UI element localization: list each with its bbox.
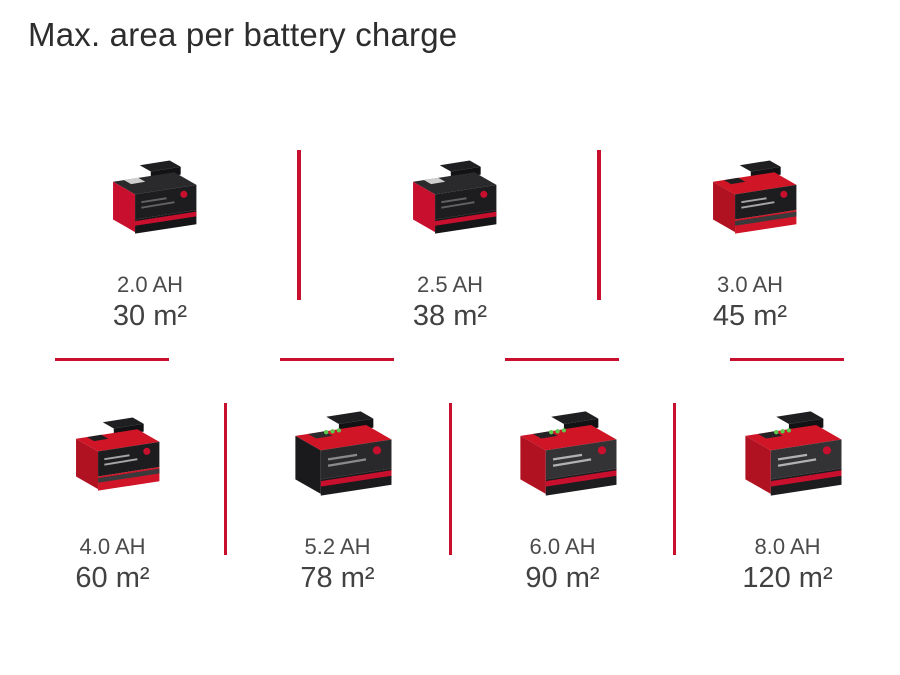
battery-capacity-label: 2.0 AH bbox=[116, 272, 184, 297]
divider-line bbox=[597, 150, 601, 300]
battery-cell: 3.0 AH 45 m² bbox=[600, 140, 900, 333]
battery-6-0ah-icon bbox=[495, 392, 631, 524]
divider-line bbox=[280, 358, 394, 361]
battery-area-label: 78 m² bbox=[300, 562, 375, 594]
divider-line bbox=[673, 403, 676, 555]
page-title: Max. area per battery charge bbox=[28, 16, 458, 53]
battery-area-label: 30 m² bbox=[112, 300, 188, 332]
battery-3-0ah-icon bbox=[691, 140, 809, 262]
battery-capacity-label: 5.2 AH bbox=[304, 534, 371, 559]
battery-cell: 5.2 AH 78 m² bbox=[225, 392, 450, 595]
battery-cell: 8.0 AH 120 m² bbox=[675, 392, 900, 595]
battery-cell: 6.0 AH 90 m² bbox=[450, 392, 675, 595]
divider-line bbox=[730, 358, 844, 361]
battery-2-0ah-icon bbox=[91, 140, 209, 262]
battery-area-label: 120 m² bbox=[742, 562, 833, 594]
battery-8-0ah-icon bbox=[720, 392, 856, 524]
battery-capacity-label: 4.0 AH bbox=[79, 534, 146, 559]
battery-area-label: 38 m² bbox=[412, 300, 488, 332]
divider-line bbox=[449, 403, 452, 555]
battery-area-label: 90 m² bbox=[525, 562, 600, 594]
battery-cell: 2.5 AH 38 m² bbox=[300, 140, 600, 333]
battery-row-bottom: 4.0 AH 60 m² bbox=[0, 392, 900, 595]
battery-capacity-label: 8.0 AH bbox=[754, 534, 821, 559]
battery-2-5ah-icon bbox=[391, 140, 509, 262]
divider-line bbox=[55, 358, 169, 361]
divider-line bbox=[505, 358, 619, 361]
battery-cell: 2.0 AH 30 m² bbox=[0, 140, 300, 333]
divider-line bbox=[224, 403, 227, 555]
battery-capacity-label: 3.0 AH bbox=[716, 272, 784, 297]
battery-capacity-label: 2.5 AH bbox=[416, 272, 484, 297]
battery-row-top: 2.0 AH 30 m² bbox=[0, 140, 900, 333]
battery-cell: 4.0 AH 60 m² bbox=[0, 392, 225, 595]
battery-4-0ah-icon bbox=[54, 392, 172, 524]
battery-area-label: 45 m² bbox=[712, 300, 788, 332]
battery-5-2ah-icon bbox=[270, 392, 406, 524]
battery-capacity-label: 6.0 AH bbox=[529, 534, 596, 559]
battery-area-label: 60 m² bbox=[75, 562, 150, 594]
divider-line bbox=[297, 150, 301, 300]
